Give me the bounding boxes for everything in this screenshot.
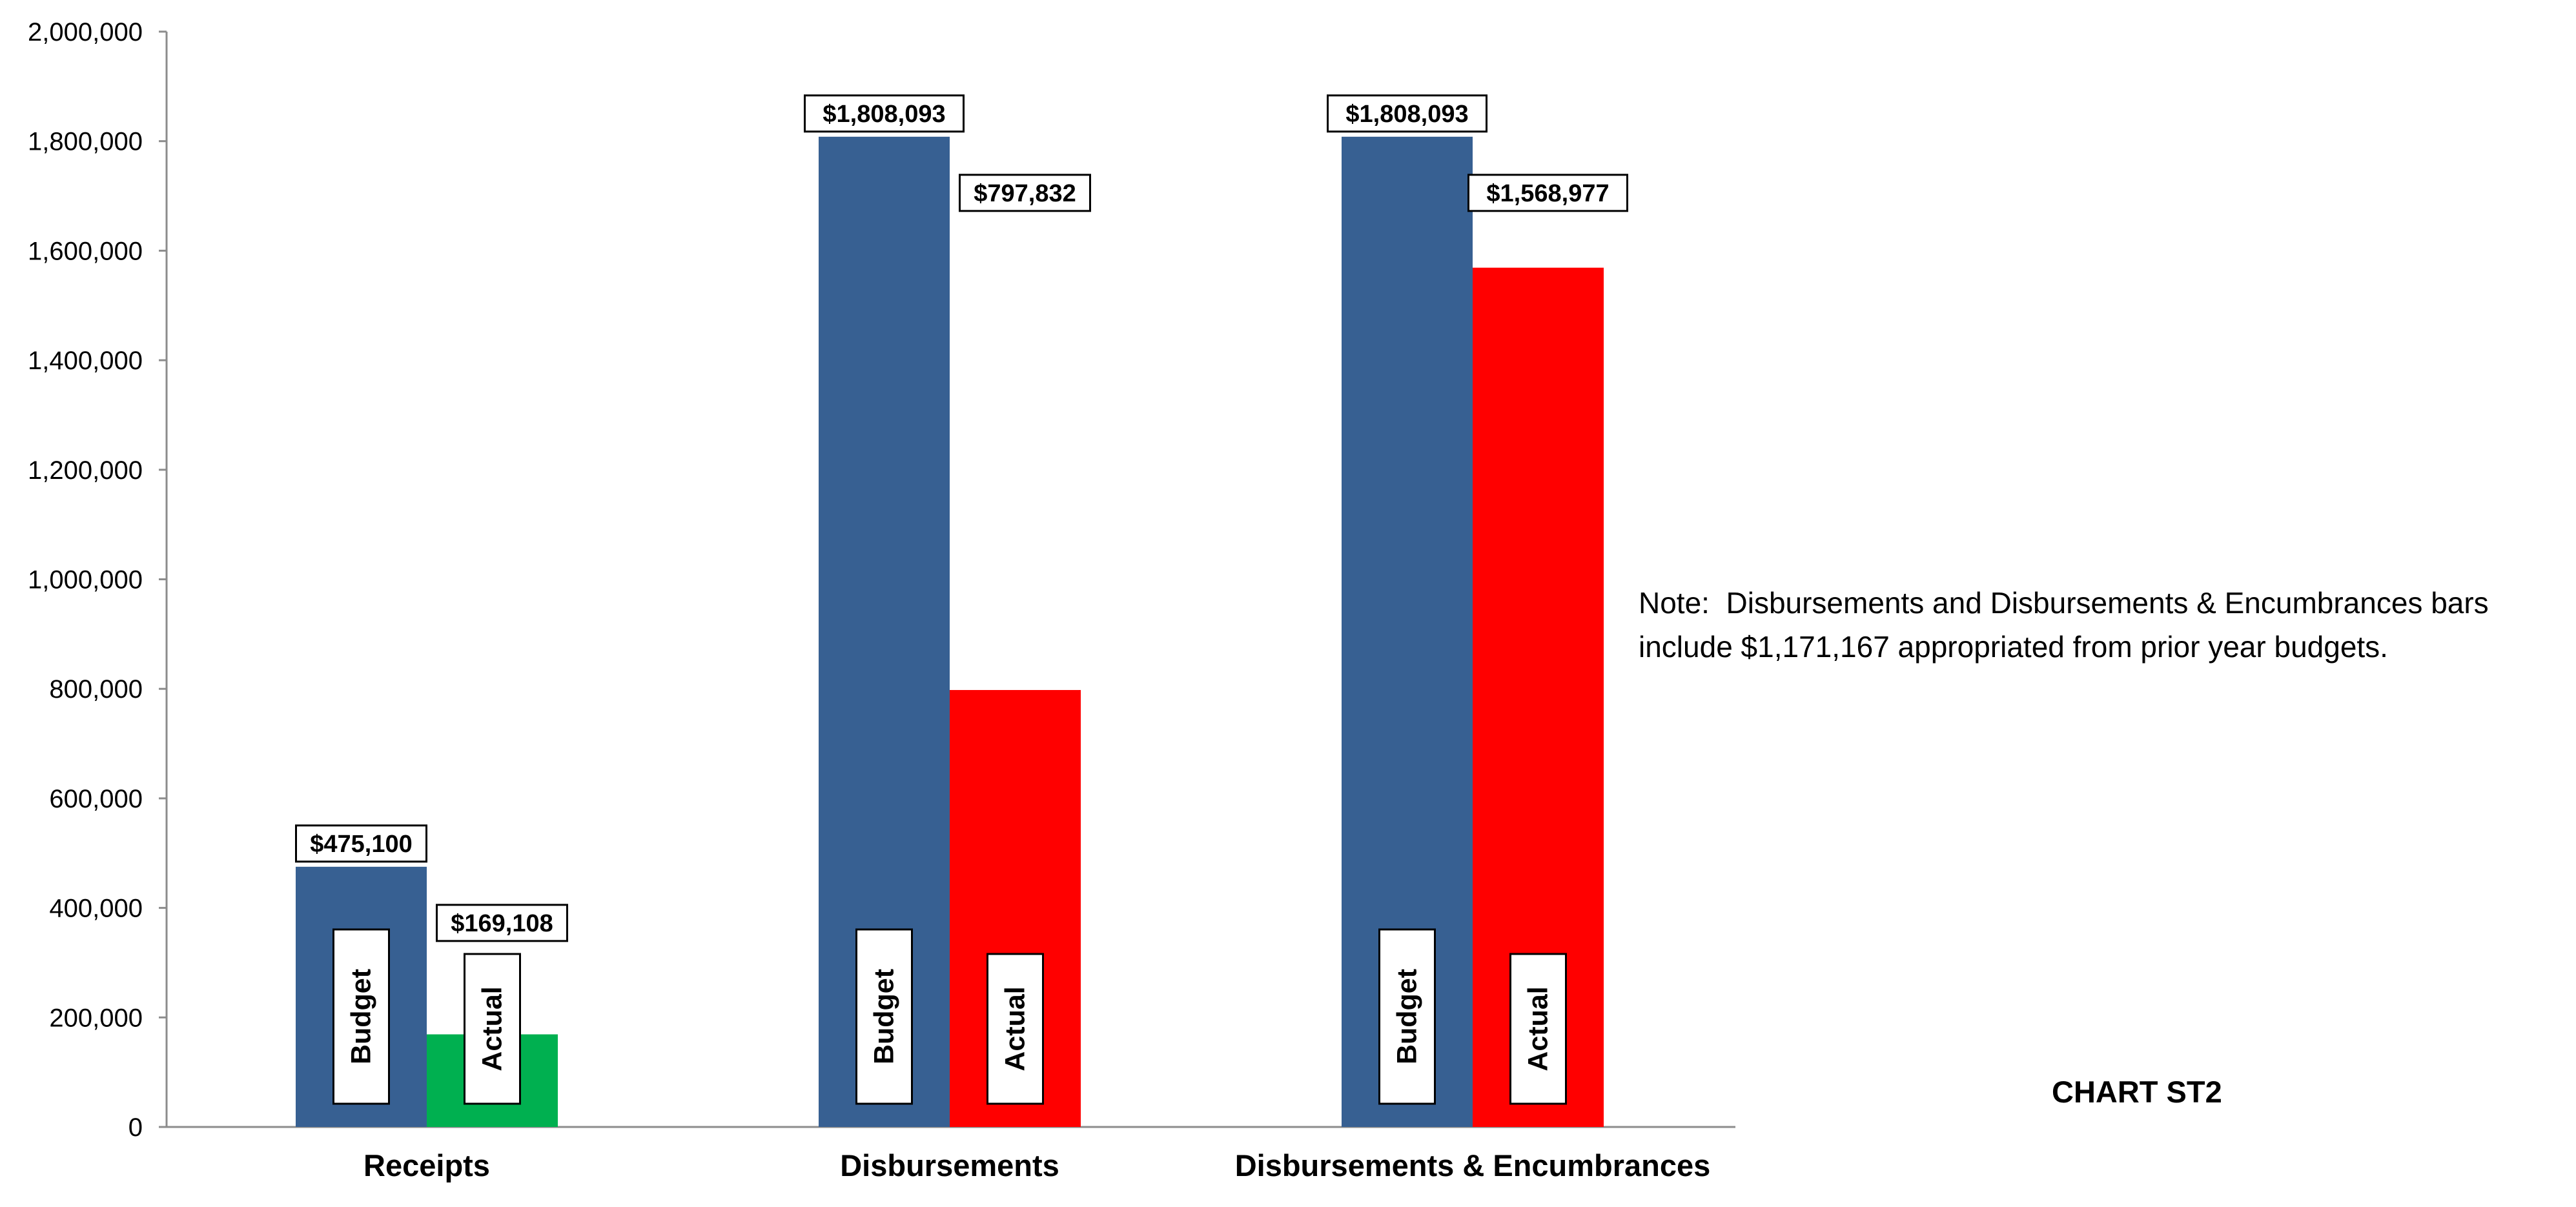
data-label-actual-box <box>1467 174 1628 212</box>
bar-tag-actual: Actual <box>1000 986 1031 1071</box>
x-category-label: Disbursements & Encumbrances <box>1235 1148 1711 1182</box>
data-label-actual-box <box>959 174 1091 212</box>
chart-note-line-1: Note: Disbursements and Disbursements & … <box>1639 586 2489 620</box>
bar-tag-budget-box <box>332 928 390 1105</box>
bar-tag-budget-box <box>1378 928 1436 1105</box>
data-label-budget: $1,808,093 <box>1345 101 1468 128</box>
bar-tag-actual: Actual <box>1523 986 1554 1071</box>
x-category-label: Disbursements <box>840 1148 1059 1182</box>
data-label-actual-box <box>436 904 568 942</box>
labels: $475,100 $169,108 Budget Actual Receipts $1,8… <box>295 94 1711 1182</box>
y-tick-label: 200,000 <box>49 1004 143 1032</box>
data-label-budget: $475,100 <box>310 831 413 858</box>
bar-tag-budget: Budget <box>869 969 900 1064</box>
bar-tag-budget: Budget <box>1392 969 1423 1064</box>
bar-tag-actual-box <box>1509 953 1567 1105</box>
data-label-actual: $797,832 <box>974 180 1076 207</box>
bars <box>296 136 1604 1127</box>
bar-tag-actual-box <box>464 953 521 1105</box>
y-tick-label: 1,600,000 <box>28 237 143 265</box>
y-tick-label: 2,000,000 <box>28 18 143 46</box>
data-label-actual: $1,568,977 <box>1486 180 1609 207</box>
x-category-label: Receipts <box>363 1148 490 1182</box>
bar-tag-actual: Actual <box>477 986 508 1071</box>
data-label-budget-box <box>804 94 965 133</box>
bar-tag-budget-box <box>855 928 913 1105</box>
data-label-budget-box <box>295 824 427 863</box>
chart-note: Note: Disbursements and Disbursements & … <box>1639 581 2568 669</box>
y-tick-label: 1,800,000 <box>28 128 143 156</box>
bar-tag-budget: Budget <box>346 969 377 1064</box>
data-label-budget-box <box>1327 94 1487 133</box>
axes: 0 200,000 400,000 600,000 800,000 1,000,000 1,… <box>28 18 1735 1142</box>
bar-tag-actual-box <box>986 953 1044 1105</box>
y-tick-label: 600,000 <box>49 785 143 813</box>
y-tick-label: 1,200,000 <box>28 456 143 485</box>
chart-note-line-2: include $1,171,167 appropriated from pri… <box>1639 630 2388 664</box>
data-label-budget: $1,808,093 <box>823 101 945 128</box>
y-tick-label: 400,000 <box>49 895 143 923</box>
data-label-actual: $169,108 <box>451 910 553 937</box>
chart-code-label: CHART ST2 <box>2052 1075 2222 1109</box>
y-tick-label: 1,000,000 <box>28 566 143 594</box>
y-tick-label: 800,000 <box>49 675 143 704</box>
y-tick-label: 1,400,000 <box>28 347 143 375</box>
y-tick-label: 0 <box>128 1113 143 1142</box>
